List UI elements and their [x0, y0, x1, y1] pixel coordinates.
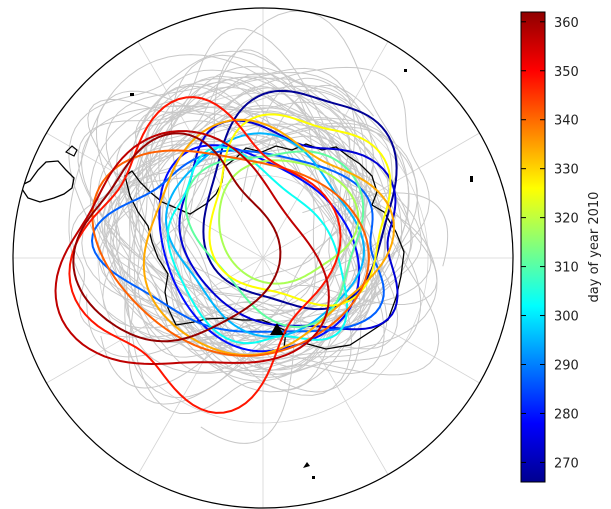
background-trajectory — [128, 90, 390, 405]
colorbar-ticks: 270 280 290 300 310 320 330 340 350 360 — [521, 16, 579, 471]
island-5 — [312, 476, 315, 479]
background-trajectory — [137, 77, 412, 355]
background-trajectory — [115, 85, 353, 414]
south-america-coastline — [19, 160, 75, 203]
background-trajectory — [123, 122, 440, 376]
highlighted-trajectory — [90, 149, 385, 333]
highlighted-trajectory — [218, 159, 360, 285]
colorbar-title: day of year 2010 — [587, 192, 602, 303]
background-trajectory — [141, 124, 351, 307]
meridian-line — [46, 132, 480, 384]
highlighted-trajectory — [184, 150, 365, 328]
background-trajectory — [68, 50, 377, 339]
colorbar-tick-label: 280 — [554, 407, 579, 422]
colorbar-tick-label: 290 — [554, 359, 579, 374]
highlighted-trajectory — [54, 130, 330, 366]
island-4 — [303, 462, 310, 468]
colorbar-tick-label: 350 — [554, 65, 579, 80]
background-trajectory — [95, 90, 362, 393]
background-trajectory — [134, 105, 438, 305]
island-2 — [404, 69, 407, 72]
island-3 — [470, 176, 473, 182]
island-1 — [130, 93, 134, 96]
background-trajectory — [113, 110, 327, 290]
colorbar-tick-label: 300 — [554, 310, 579, 325]
highlighted-trajectory — [72, 132, 282, 343]
colorbar-tick-label: 330 — [554, 163, 579, 178]
background-trajectory — [135, 75, 399, 329]
colorbar-tick-label: 310 — [554, 261, 579, 276]
highlighted-trajectory — [158, 144, 361, 353]
background-trajectory — [130, 86, 343, 345]
highlighted-trajectory — [142, 118, 396, 357]
colorbar-tick-label: 320 — [554, 212, 579, 227]
colorbar-tick-label: 360 — [554, 16, 579, 31]
background-trajectory — [100, 316, 251, 389]
background-trajectory — [77, 106, 388, 372]
background-trajectory — [103, 66, 430, 352]
colorbar-tick-label: 340 — [554, 114, 579, 129]
map-border — [12, 7, 514, 509]
colorbar-gradient — [520, 11, 546, 483]
highlighted-trajectories — [54, 89, 399, 414]
falkland-islands — [64, 145, 78, 157]
highlighted-trajectory — [208, 113, 392, 307]
highlighted-trajectory — [91, 149, 370, 357]
colorbar-tick-label: 270 — [554, 456, 579, 471]
background-trajectory — [81, 85, 410, 393]
highlighted-trajectory — [68, 96, 342, 414]
launch-triangle-marker — [270, 323, 284, 335]
